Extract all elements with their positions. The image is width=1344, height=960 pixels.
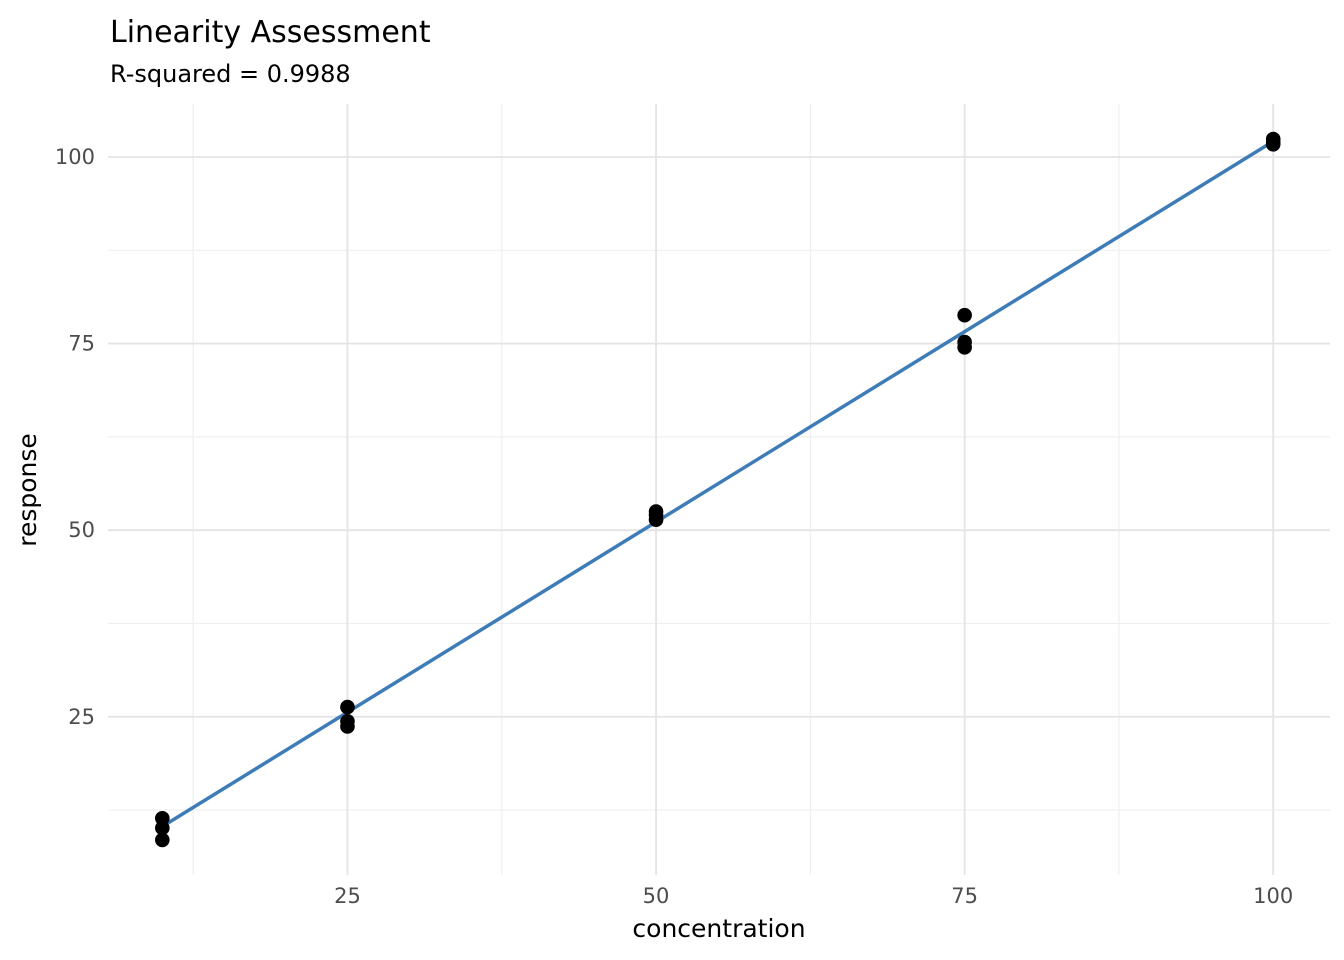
regression-line bbox=[160, 139, 1275, 829]
data-point bbox=[340, 699, 355, 715]
y-axis-title: response bbox=[13, 433, 42, 547]
chart-title: Linearity Assessment bbox=[110, 15, 431, 50]
data-layer bbox=[155, 131, 1281, 848]
data-point bbox=[340, 719, 355, 734]
y-tick-label: 25 bbox=[68, 705, 95, 729]
x-tick-label: 100 bbox=[1253, 884, 1293, 908]
x-tick-label: 25 bbox=[334, 884, 361, 908]
chart-subtitle: R-squared = 0.9988 bbox=[110, 60, 351, 88]
data-point bbox=[155, 820, 170, 836]
x-tick-label: 50 bbox=[643, 884, 670, 908]
y-tick-label: 50 bbox=[68, 518, 95, 542]
data-point bbox=[957, 340, 972, 355]
data-point bbox=[1265, 137, 1281, 152]
tick-layer: 25 50 75 100 25 50 75 100 bbox=[55, 145, 1293, 908]
x-axis-title: concentration bbox=[632, 914, 805, 943]
grid-layer bbox=[108, 104, 1330, 875]
data-point bbox=[957, 307, 972, 323]
data-point bbox=[155, 832, 170, 848]
y-tick-label: 100 bbox=[55, 145, 95, 169]
y-tick-label: 75 bbox=[68, 332, 95, 356]
x-tick-label: 75 bbox=[951, 884, 978, 908]
data-point bbox=[648, 512, 664, 528]
